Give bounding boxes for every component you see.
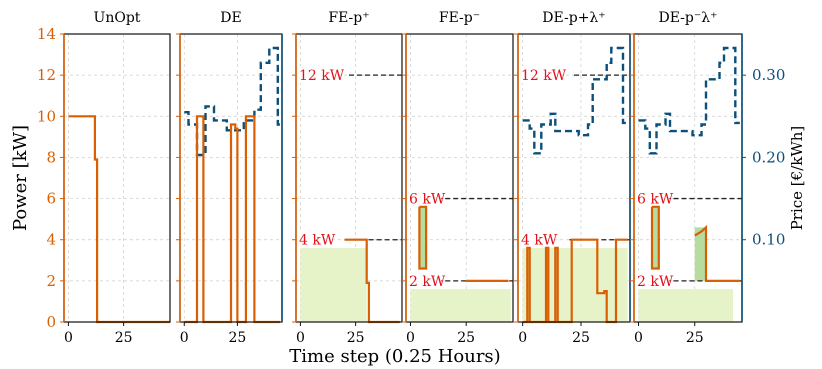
threshold-label: 2 kW [409, 274, 446, 290]
panel-4: 12 kW 4 kW DE-p+λ⁺ 0 25 [514, 10, 631, 346]
price-series-line [522, 46, 628, 155]
y-tick-label-left: 8 [46, 148, 56, 166]
x-tick-label: 0 [296, 330, 305, 346]
x-tick-label: 0 [518, 330, 527, 346]
right-price-axis: 0.10 0.20 0.30 [742, 66, 785, 249]
y-tick-label-left: 6 [46, 190, 56, 208]
threshold-label: 12 kW [521, 68, 567, 84]
y-tick-label-left: 0 [46, 313, 56, 331]
y-tick-label-left: 14 [37, 25, 56, 43]
flex-fill-area [638, 289, 733, 322]
panel-3: 6 kW 2 kW FE-p⁻ 0 25 [402, 10, 514, 346]
panel-title: FE-p⁻ [439, 10, 480, 26]
panel-title: DE-p+λ⁺ [542, 10, 605, 26]
threshold-label: 2 kW [637, 274, 674, 290]
threshold-label: 4 kW [521, 233, 558, 249]
x-tick-label: 25 [457, 330, 475, 346]
x-axis-label: Time step (0.25 Hours) [289, 346, 500, 367]
power-series-line [522, 238, 628, 324]
threshold-label-bg [519, 230, 554, 248]
threshold-label-bg [635, 189, 670, 207]
x-tick-label: 0 [406, 330, 415, 346]
price-series-line [638, 46, 740, 155]
y-tick-label-right: 0.10 [752, 231, 785, 249]
panel-2: 12 kW 4 kW FE-p⁺ 0 25 [292, 10, 403, 346]
x-tick-label: 25 [686, 330, 704, 346]
flex-fill-area [694, 227, 706, 281]
x-tick-label: 25 [347, 330, 365, 346]
y-tick-label-left: 4 [46, 231, 56, 249]
threshold-label-bg [407, 189, 442, 207]
y-tick-label-left: 10 [37, 107, 56, 125]
panel-title: DE [220, 10, 241, 26]
panels-group: UnOpt 0 25 DE 0 25 12 kW 4 kW FE-p⁺ 0 25 6 kW 2 kW FE… [60, 10, 743, 346]
x-tick-label: 0 [180, 330, 189, 346]
flex-fill-area [410, 289, 511, 322]
threshold-label-bg [519, 66, 561, 84]
power-series-line [418, 205, 428, 270]
threshold-label: 6 kW [637, 192, 674, 208]
power-series-line [68, 115, 170, 324]
y-axis-label-right: Price [€/kWh] [788, 126, 806, 231]
threshold-label-bg [297, 230, 332, 248]
flex-fill-area [522, 247, 628, 322]
panel-5: 6 kW 2 kW DE-p⁻λ⁺ 0 25 [630, 10, 743, 346]
panel-frame [63, 33, 171, 323]
x-tick-label: 25 [572, 330, 590, 346]
panel-title: FE-p⁺ [328, 10, 369, 26]
panel-1: DE 0 25 [176, 10, 283, 346]
threshold-label: 12 kW [299, 68, 345, 84]
y-tick-label-right: 0.20 [752, 148, 785, 166]
power-series-line [650, 205, 660, 270]
flex-fill-area [652, 206, 659, 269]
threshold-label-bg [635, 271, 670, 289]
threshold-label-bg [407, 271, 442, 289]
flex-fill-area [419, 206, 427, 269]
y-axis-label-left: Power [kW] [10, 125, 31, 231]
threshold-label: 6 kW [409, 192, 446, 208]
x-tick-label: 0 [64, 330, 73, 346]
power-series-line [184, 115, 280, 324]
threshold-label-bg [297, 66, 339, 84]
price-series-line [184, 46, 280, 157]
panel-title: UnOpt [94, 10, 141, 26]
y-tick-label-right: 0.30 [752, 66, 785, 84]
y-tick-label-left: 12 [37, 66, 56, 84]
x-tick-label: 25 [228, 330, 246, 346]
x-tick-label: 25 [115, 330, 133, 346]
x-tick-label: 0 [634, 330, 643, 346]
flex-fill-area [300, 247, 367, 322]
y-tick-label-left: 2 [46, 272, 56, 290]
threshold-label: 4 kW [299, 233, 336, 249]
panel-0: UnOpt 0 25 [60, 10, 171, 346]
panel-title: DE-p⁻λ⁺ [658, 10, 717, 26]
left-power-axis: 0 2 4 6 8 10 12 14 [37, 25, 56, 331]
power-series-line [694, 224, 740, 282]
